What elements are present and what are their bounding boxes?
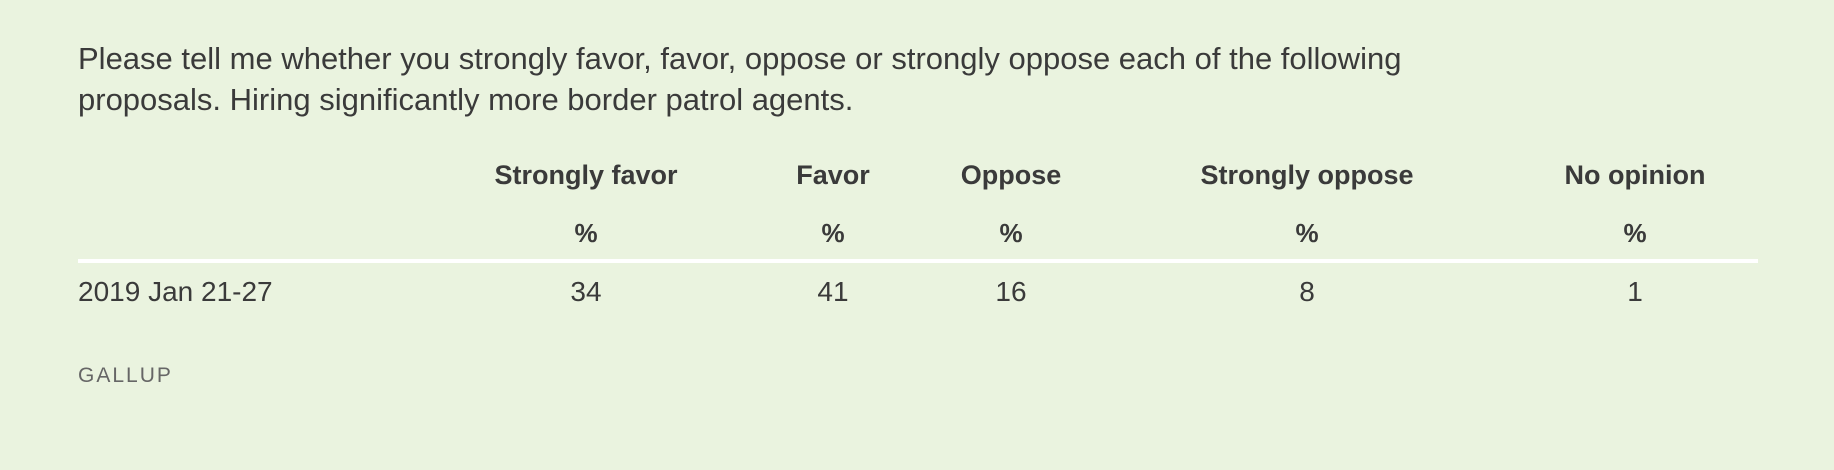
column-unit-strongly-favor: % [574, 218, 598, 248]
column-header-oppose: Oppose [960, 160, 1062, 190]
column-unit-strongly-oppose: % [1295, 218, 1319, 248]
cell-favor: 41 [817, 276, 849, 307]
question-title: Please tell me whether you strongly favo… [78, 41, 1402, 117]
column-unit-no-opinion: % [1623, 218, 1647, 248]
row-label: 2019 Jan 21-27 [78, 276, 273, 307]
cell-oppose: 16 [995, 276, 1027, 307]
column-header-favor: Favor [796, 160, 870, 190]
column-header-strongly-oppose: Strongly oppose [1200, 160, 1414, 190]
column-unit-favor: % [821, 218, 845, 248]
cell-strongly-oppose: 8 [1299, 276, 1315, 307]
column-unit-oppose: % [999, 218, 1023, 248]
header-divider [78, 259, 1758, 263]
column-header-no-opinion: No opinion [1564, 160, 1706, 190]
column-header-strongly-favor: Strongly favor [494, 160, 678, 190]
cell-no-opinion: 1 [1627, 276, 1643, 307]
source-label: GALLUP [78, 364, 173, 387]
cell-strongly-favor: 34 [570, 276, 602, 307]
